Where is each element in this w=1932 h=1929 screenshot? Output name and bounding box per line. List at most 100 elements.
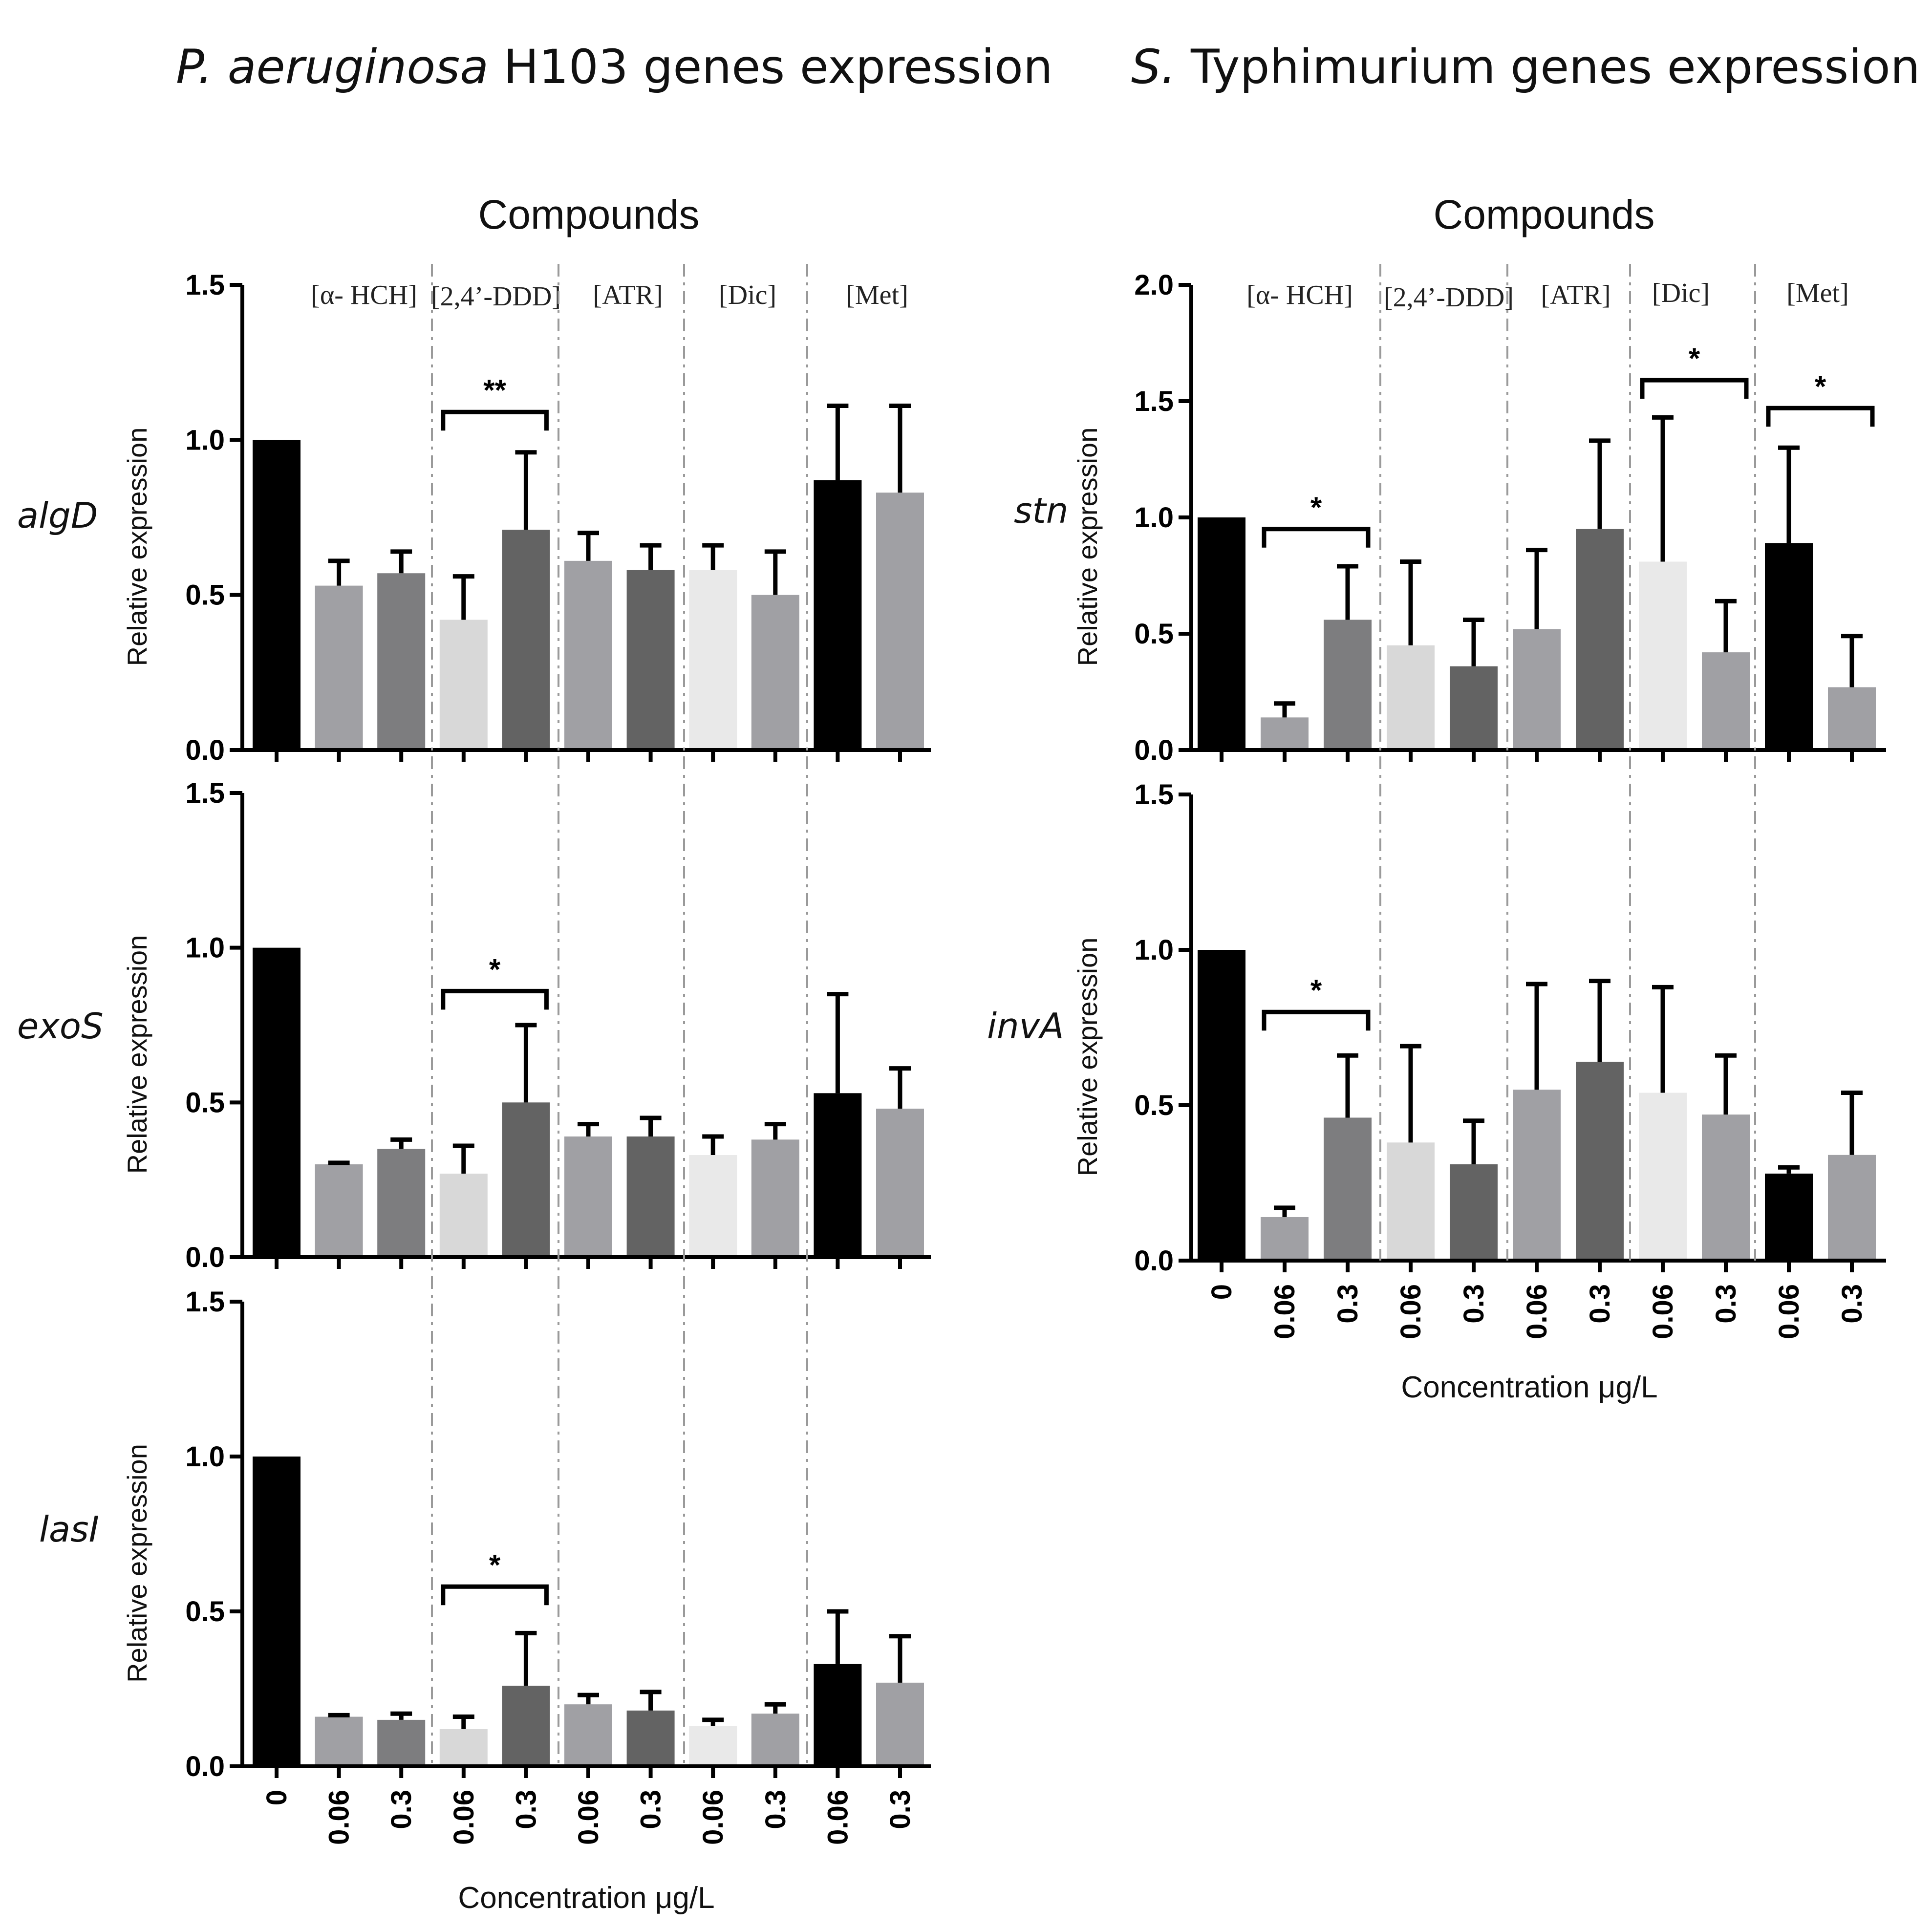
bar <box>1261 1217 1309 1261</box>
x-category-label: 0.06 <box>448 1790 480 1845</box>
bar <box>1639 1093 1687 1261</box>
bar <box>253 1457 301 1766</box>
gene-label-stn: stn <box>1014 490 1068 531</box>
right-figure-title: S. Typhimurium genes expression <box>1131 40 1920 94</box>
bar <box>1702 1115 1750 1261</box>
significance-bracket <box>1262 527 1371 548</box>
x-category-label: 0.3 <box>1836 1284 1868 1324</box>
chart-panel-algD: 0.0 0.5 1.0 1.5 Relative expression ** <box>122 269 931 766</box>
significance-stars: * <box>1689 342 1700 375</box>
x-category-label: 0 <box>261 1790 293 1805</box>
bar <box>876 493 924 750</box>
y-tick-label: 0.5 <box>185 1087 225 1118</box>
y-axis-label: Relative expression <box>1072 938 1103 1177</box>
bar <box>502 530 550 750</box>
chart-panel-lasI: 0.0 0.5 1.0 1.5 Relative expression 0 0.06 0.3 0… <box>122 1286 931 1845</box>
y-tick-label: 0.0 <box>185 1751 225 1782</box>
bar <box>253 947 301 1257</box>
x-category-label: 0.06 <box>697 1790 729 1845</box>
bar <box>502 1102 550 1257</box>
bar <box>1324 1117 1372 1261</box>
bar <box>1576 1061 1624 1261</box>
right-compounds-heading: Compounds <box>1434 192 1655 237</box>
bar <box>1639 561 1687 750</box>
y-tick-label: 0.0 <box>185 1242 225 1273</box>
y-tick-label: 0.0 <box>1134 734 1174 766</box>
bar <box>315 585 363 750</box>
y-tick-label: 0.5 <box>1134 618 1174 650</box>
y-tick-label: 2.0 <box>1134 269 1174 301</box>
bar <box>1828 687 1876 750</box>
bar <box>564 1704 612 1766</box>
bar <box>1513 1090 1561 1261</box>
bar <box>626 1710 675 1766</box>
bar <box>1576 529 1624 750</box>
bar <box>502 1686 550 1766</box>
right-compound-label: [ATR] <box>1541 280 1610 310</box>
gene-label-algD: algD <box>17 495 98 536</box>
x-category-label: 0.06 <box>323 1790 355 1845</box>
y-tick-label: 0.5 <box>185 579 225 611</box>
bar <box>689 1726 737 1766</box>
bar <box>814 1664 862 1766</box>
y-tick-label: 1.5 <box>185 777 225 809</box>
y-tick-label: 1.0 <box>1134 502 1174 534</box>
bar <box>751 595 799 750</box>
bar <box>315 1164 363 1257</box>
x-category-label: 0.06 <box>1521 1284 1553 1339</box>
bar <box>1198 517 1245 750</box>
right-compound-label: [Dic] <box>1652 278 1710 308</box>
x-category-label: 0.06 <box>1773 1284 1805 1339</box>
bar <box>439 1729 488 1766</box>
bar <box>1198 950 1245 1261</box>
x-category-label: 0.3 <box>386 1790 417 1829</box>
y-tick-label: 1.0 <box>1134 934 1174 966</box>
bar <box>1513 629 1561 750</box>
bar <box>876 1682 924 1766</box>
significance-bracket <box>1640 378 1749 399</box>
x-category-label: 0.06 <box>1395 1284 1427 1339</box>
right-compound-label: [Met] <box>1786 278 1849 308</box>
x-category-label: 0.3 <box>760 1790 792 1829</box>
y-axis-label: Relative expression <box>122 428 152 666</box>
left-title-rest: H103 genes expression <box>489 40 1053 94</box>
bar <box>1765 1173 1813 1261</box>
x-category-label: 0.3 <box>510 1790 542 1829</box>
x-category-label: 0.3 <box>1710 1284 1742 1324</box>
y-axis-label: Relative expression <box>122 935 152 1174</box>
y-tick-label: 0.5 <box>1134 1090 1174 1121</box>
right-compound-label: [α- HCH] <box>1246 280 1353 310</box>
bar <box>253 440 301 750</box>
bar <box>751 1714 799 1766</box>
x-category-label: 0.06 <box>573 1790 604 1845</box>
compound-separators <box>431 264 1756 1766</box>
significance-bracket <box>441 988 549 1010</box>
right-title-rest: Typhimurium genes expression <box>1176 40 1920 94</box>
significance-bracket <box>1262 1009 1371 1031</box>
bar <box>689 1155 737 1257</box>
significance-stars: * <box>1310 974 1322 1007</box>
x-category-label: 0.06 <box>1269 1284 1301 1339</box>
x-category-label: 0 <box>1206 1284 1238 1300</box>
left-compound-label: [α- HCH] <box>311 280 417 310</box>
bar <box>377 1149 426 1257</box>
bar <box>1324 620 1372 750</box>
y-axis-label: Relative expression <box>122 1444 152 1683</box>
bar <box>439 620 488 750</box>
significance-stars: * <box>1815 370 1826 403</box>
y-tick-label: 1.0 <box>185 1441 225 1473</box>
y-tick-label: 1.5 <box>185 1286 225 1318</box>
bar <box>377 1719 426 1766</box>
chart-panel-exoS: 0.0 0.5 1.0 1.5 Relative expression * <box>122 777 931 1273</box>
bar <box>564 1136 612 1257</box>
significance-bracket <box>1766 406 1875 427</box>
bar <box>1387 1142 1435 1261</box>
left-x-axis-label: Concentration μg/L <box>458 1881 714 1915</box>
bar <box>1765 543 1813 750</box>
bar <box>377 573 426 750</box>
y-tick-label: 0.0 <box>185 734 225 766</box>
y-axis-label: Relative expression <box>1072 428 1103 666</box>
bar <box>1702 652 1750 750</box>
x-category-label: 0.06 <box>822 1790 854 1845</box>
